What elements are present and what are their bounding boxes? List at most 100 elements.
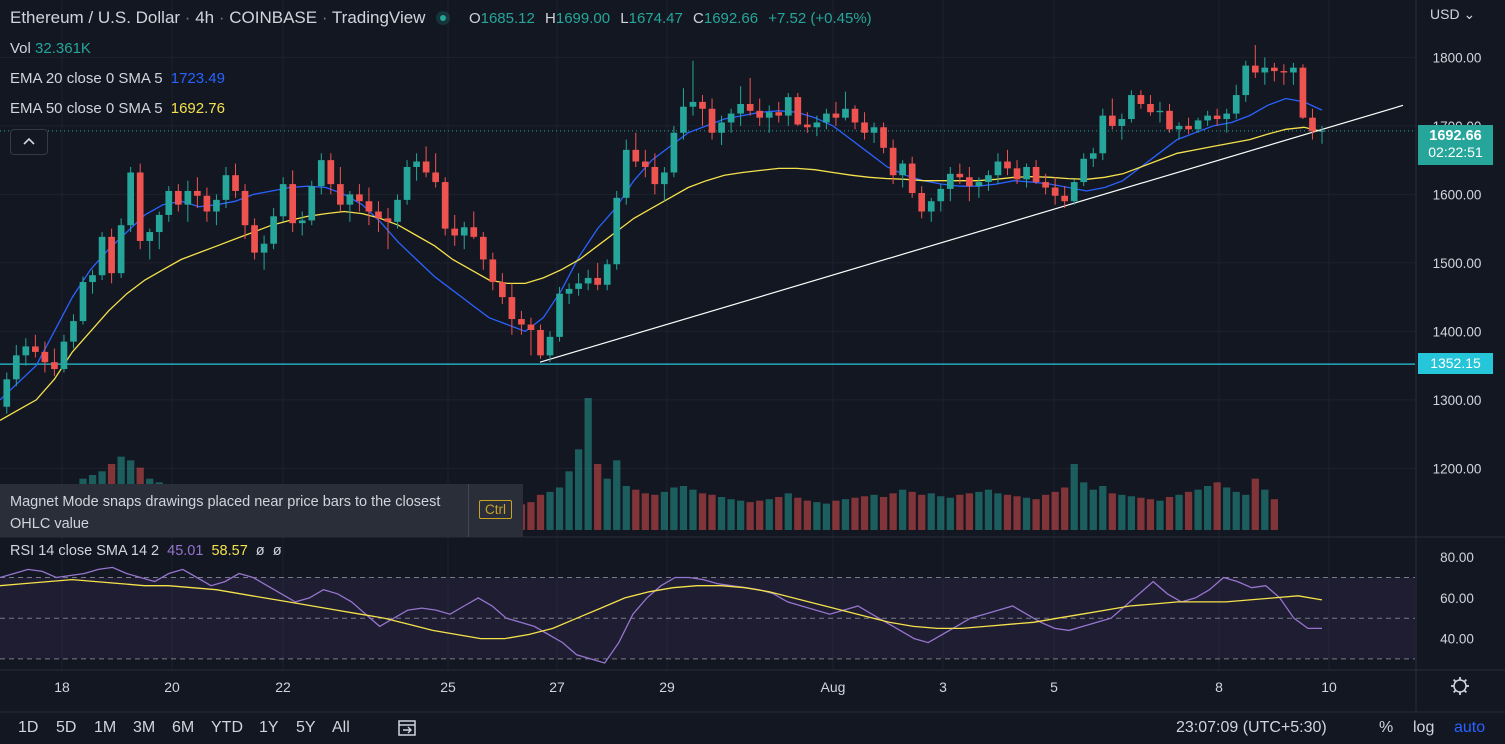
candle-body: [670, 132, 678, 173]
bottom-toolbar: 1D 5D 1M 3M 6M YTD 1Y 5Y All 23:07:09 (U…: [0, 712, 1505, 743]
range-3m[interactable]: 3M: [133, 719, 156, 736]
volume-bar: [794, 497, 802, 530]
candle-body: [441, 182, 449, 229]
interval[interactable]: 4h: [195, 8, 215, 27]
volume-bar: [1270, 499, 1278, 530]
volume-bar: [1013, 496, 1021, 530]
volume-bar: [832, 500, 840, 530]
candle-body: [108, 236, 115, 274]
candle-body: [174, 190, 182, 205]
volume-bar: [870, 494, 878, 530]
collapse-legend-button[interactable]: [10, 129, 48, 155]
candle-body: [356, 194, 363, 202]
candle-body: [1299, 67, 1307, 118]
time-tick-label: 25: [440, 679, 456, 695]
candle-body: [1004, 161, 1011, 169]
candle-body: [584, 277, 592, 284]
time-tick-label: 20: [164, 679, 180, 695]
candle-body: [1194, 120, 1202, 130]
candle-body: [1137, 95, 1145, 104]
candle-body: [12, 355, 20, 380]
rsi-legend[interactable]: RSI 14 close SMA 14 2 45.01 58.57 ø ø: [10, 543, 282, 559]
candle-body: [127, 172, 134, 226]
open-value: 1685.12: [480, 10, 535, 27]
range-6m[interactable]: 6M: [172, 719, 195, 736]
volume-bar: [660, 491, 669, 530]
range-1m[interactable]: 1M: [94, 719, 117, 736]
volume-bar: [956, 494, 964, 530]
range-1y[interactable]: 1Y: [259, 719, 279, 736]
candle-body: [165, 190, 173, 215]
volume-bar: [860, 496, 869, 530]
volume-bar: [1194, 489, 1202, 530]
settings-gear-icon[interactable]: [1451, 677, 1469, 695]
candle-body: [508, 297, 516, 320]
symbol-name[interactable]: Ethereum / U.S. Dollar: [10, 8, 181, 27]
volume-bar: [908, 491, 916, 530]
volume-legend[interactable]: Vol 32.361K: [10, 40, 91, 57]
volume-bar: [899, 489, 907, 530]
symbol-header[interactable]: Ethereum / U.S. Dollar · 4h · COINBASE ·…: [10, 8, 872, 27]
ema20-legend[interactable]: EMA 20 close 0 SMA 5 1723.49: [10, 70, 225, 87]
candle-body: [1318, 130, 1326, 132]
candle-body: [1309, 117, 1316, 132]
price-tick-label: 1500.00: [1433, 256, 1482, 271]
candle-body: [394, 199, 401, 222]
candle-body: [1213, 115, 1221, 120]
candle-body: [194, 190, 201, 196]
exchange: COINBASE: [229, 8, 318, 27]
auto-scale-toggle[interactable]: auto: [1454, 719, 1486, 736]
rsi-band: [0, 577, 1415, 660]
ema50-legend[interactable]: EMA 50 close 0 SMA 5 1692.76: [10, 100, 225, 117]
volume-bar: [1127, 496, 1136, 530]
candle-body: [861, 122, 868, 133]
support-price-label: 1352.15: [1418, 353, 1493, 374]
range-ytd[interactable]: YTD: [211, 719, 243, 736]
volume-bar: [841, 499, 850, 530]
rsi-tick-label: 60.00: [1440, 591, 1474, 606]
candle-body: [1051, 187, 1059, 196]
candle-body: [1232, 95, 1240, 114]
time-tick-label: 29: [659, 679, 675, 695]
volume-bar: [1061, 487, 1069, 530]
volume-bar: [746, 502, 754, 530]
log-scale-toggle[interactable]: log: [1413, 719, 1435, 736]
volume-bar: [641, 493, 649, 530]
time-tick-label: 5: [1050, 679, 1058, 695]
ema20-value: 1723.49: [170, 70, 225, 87]
time-tick-label: 3: [939, 679, 947, 695]
candle-body: [1223, 113, 1231, 120]
candle-body: [565, 288, 573, 294]
range-1d[interactable]: 1D: [18, 719, 39, 736]
clock-timezone[interactable]: 23:07:09 (UTC+5:30): [1176, 719, 1327, 736]
range-all[interactable]: All: [332, 719, 350, 736]
magnet-mode-tooltip: Magnet Mode snaps drawings placed near p…: [0, 484, 523, 537]
candle-body: [232, 175, 239, 191]
candle-body: [89, 275, 96, 283]
candle-body: [966, 177, 973, 187]
high-value: 1699.00: [555, 10, 611, 27]
candle-body: [556, 293, 563, 337]
volume-bar: [717, 497, 726, 530]
time-tick-label: 22: [275, 679, 291, 695]
volume-bar: [775, 497, 783, 530]
candle-body: [146, 232, 154, 241]
volume-bar: [651, 494, 659, 530]
volume-bar: [584, 398, 592, 530]
currency-selector[interactable]: USD ⌄: [1430, 6, 1476, 22]
range-5d[interactable]: 5D: [56, 719, 77, 736]
candle-body: [1080, 158, 1088, 183]
volume-bar: [546, 491, 554, 530]
candle-body: [1156, 110, 1164, 113]
percent-scale-toggle[interactable]: %: [1379, 719, 1394, 736]
go-to-date-icon[interactable]: [396, 717, 418, 744]
candle-body: [937, 188, 945, 202]
range-5y[interactable]: 5Y: [296, 719, 316, 736]
volume-bar: [1089, 489, 1097, 530]
candle-body: [594, 277, 602, 285]
volume-bar: [918, 494, 926, 530]
candle-body: [613, 197, 621, 265]
candle-body: [251, 225, 258, 253]
